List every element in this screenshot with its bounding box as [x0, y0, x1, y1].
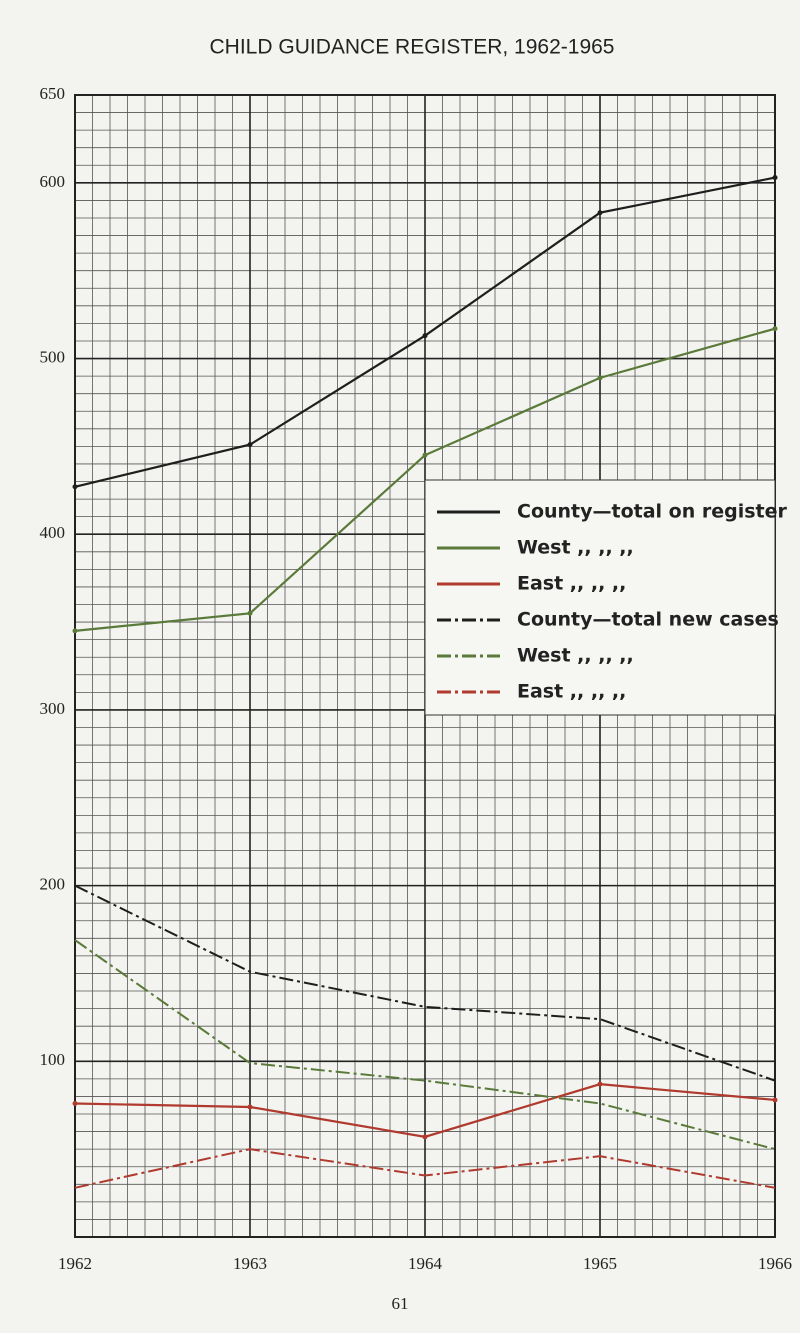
- x-tick-label: 1963: [233, 1254, 267, 1273]
- point: [772, 326, 778, 332]
- chart-title: CHILD GUIDANCE REGISTER, 1962-1965: [210, 36, 615, 59]
- point: [247, 610, 253, 616]
- legend-label: West ,, ,, ,,: [517, 537, 634, 559]
- legend-label: East ,, ,, ,,: [517, 681, 626, 703]
- page-number: 61: [392, 1294, 409, 1313]
- point: [772, 175, 778, 181]
- series-line: [74, 939, 776, 1151]
- legend-label: County—total on register: [517, 501, 788, 523]
- y-tick-label: 500: [40, 347, 66, 366]
- x-tick-label: 1962: [58, 1254, 92, 1273]
- series-line: [74, 884, 776, 1082]
- legend-label: West ,, ,, ,,: [517, 645, 634, 667]
- point: [597, 210, 603, 216]
- point: [772, 1097, 778, 1103]
- y-tick-label: 400: [40, 523, 66, 542]
- y-tick-label: 600: [40, 172, 66, 191]
- x-tick-label: 1964: [408, 1254, 443, 1273]
- y-tick-label: 300: [40, 699, 66, 718]
- y-tick-label: 100: [40, 1050, 66, 1069]
- series-line: [74, 1148, 776, 1189]
- point: [422, 1134, 428, 1140]
- y-tick-label: 200: [40, 875, 66, 894]
- point: [422, 452, 428, 458]
- x-tick-label: 1966: [758, 1254, 792, 1273]
- point: [72, 484, 78, 490]
- legend-label: County—total new cases: [517, 609, 779, 631]
- point: [72, 1100, 78, 1106]
- legend-label: East ,, ,, ,,: [517, 573, 626, 595]
- x-tick-label: 1965: [583, 1254, 617, 1273]
- y-tick-label: 650: [40, 84, 66, 103]
- point: [247, 442, 253, 448]
- point: [597, 375, 603, 381]
- legend-box: [424, 479, 776, 716]
- point: [597, 1081, 603, 1087]
- point: [72, 628, 78, 634]
- point: [422, 333, 428, 339]
- point: [247, 1104, 253, 1110]
